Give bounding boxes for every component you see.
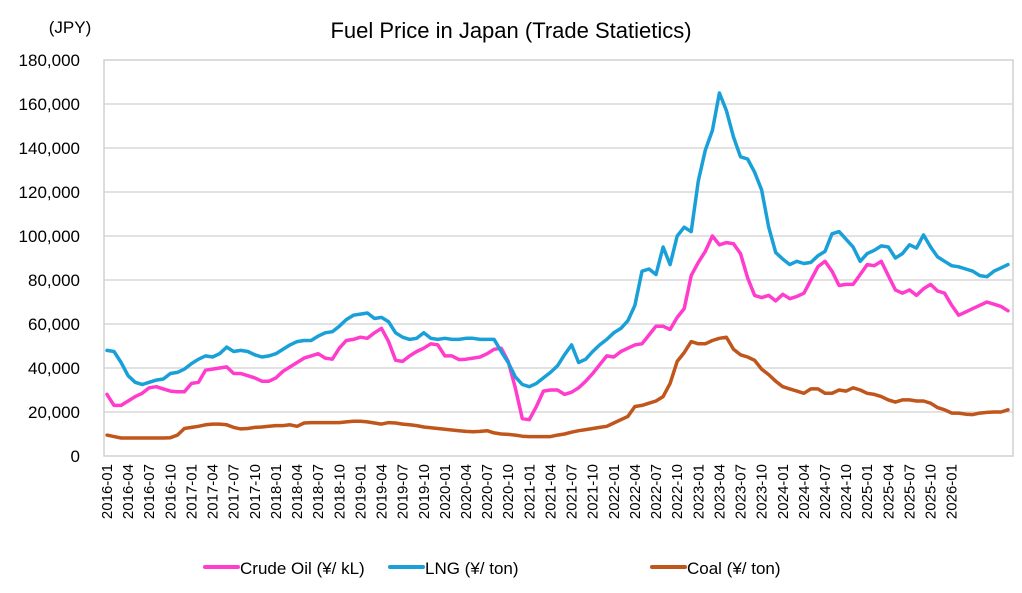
legend-label: Crude Oil (¥/ kL) <box>240 559 365 578</box>
x-tick-label: 2020-01 <box>437 464 454 519</box>
x-tick-label: 2025-10 <box>923 464 940 519</box>
y-axis-unit-label: (JPY) <box>49 18 92 37</box>
x-tick-label: 2019-04 <box>374 464 391 519</box>
gridlines <box>104 103 1013 413</box>
x-tick-label: 2025-07 <box>901 464 918 519</box>
y-tick-label: 40,000 <box>28 359 80 378</box>
x-tick-label: 2021-01 <box>521 464 538 519</box>
x-tick-label: 2026-01 <box>944 464 961 519</box>
y-tick-label: 120,000 <box>19 183 80 202</box>
x-tick-label: 2022-07 <box>648 464 665 519</box>
x-tick-label: 2020-04 <box>458 464 475 519</box>
legend: Crude Oil (¥/ kL) LNG (¥/ ton) Coal (¥/ to… <box>203 559 781 578</box>
x-tick-label: 2019-01 <box>352 464 369 519</box>
legend-label: LNG (¥/ ton) <box>425 559 519 578</box>
plot-area-frame <box>103 59 1014 457</box>
x-tick-label: 2022-10 <box>669 464 686 519</box>
x-tick-label: 2020-10 <box>500 464 517 519</box>
x-tick-label: 2023-01 <box>690 464 707 519</box>
x-tick-label: 2017-07 <box>226 464 243 519</box>
x-tick-label: 2023-10 <box>754 464 771 519</box>
x-tick-label: 2018-10 <box>331 464 348 519</box>
chart-title: Fuel Price in Japan (Trade Statietics) <box>330 18 691 43</box>
x-tick-label: 2022-04 <box>627 464 644 519</box>
x-tick-label: 2021-07 <box>564 464 581 519</box>
y-tick-label: 160,000 <box>19 95 80 114</box>
y-tick-label: 20,000 <box>28 403 80 422</box>
y-axis-ticks: 0 20,000 40,000 60,000 80,000 100,000 120,000 1… <box>19 51 80 466</box>
x-tick-label: 2019-07 <box>395 464 412 519</box>
y-tick-label: 140,000 <box>19 139 80 158</box>
x-tick-label: 2016-01 <box>99 464 116 519</box>
x-tick-label: 2017-10 <box>247 464 264 519</box>
x-tick-label: 2020-07 <box>479 464 496 519</box>
y-tick-label: 80,000 <box>28 271 80 290</box>
x-tick-label: 2024-01 <box>775 464 792 519</box>
x-tick-label: 2018-01 <box>268 464 285 519</box>
series-line-lng <box>105 91 1010 389</box>
x-tick-label: 2018-07 <box>310 464 327 519</box>
x-tick-label: 2017-01 <box>183 464 200 519</box>
x-tick-label: 2024-10 <box>838 464 855 519</box>
x-axis-ticks: 2016-01 2016-04 2016-07 2016-10 2017-01 2017-… <box>99 464 961 519</box>
y-tick-label: 180,000 <box>19 51 80 70</box>
x-tick-label: 2017-04 <box>205 464 222 519</box>
x-tick-label: 2016-10 <box>162 464 179 519</box>
x-tick-label: 2022-01 <box>606 464 623 519</box>
series-line-coal <box>105 335 1010 440</box>
y-tick-label: 0 <box>71 447 80 466</box>
x-tick-label: 2023-07 <box>733 464 750 519</box>
y-tick-label: 100,000 <box>19 227 80 246</box>
x-tick-label: 2025-01 <box>859 464 876 519</box>
x-tick-label: 2021-10 <box>585 464 602 519</box>
x-tick-label: 2024-07 <box>817 464 834 519</box>
x-tick-label: 2016-04 <box>120 464 137 519</box>
legend-item: Crude Oil (¥/ kL) <box>203 559 365 578</box>
y-tick-label: 60,000 <box>28 315 80 334</box>
x-tick-label: 2023-04 <box>711 464 728 519</box>
series-line-crude-oil <box>105 234 1010 422</box>
series-lines <box>105 91 1010 440</box>
x-tick-label: 2019-10 <box>416 464 433 519</box>
x-tick-label: 2016-07 <box>141 464 158 519</box>
legend-label: Coal (¥/ ton) <box>687 559 781 578</box>
x-tick-label: 2025-04 <box>880 464 897 519</box>
legend-item: LNG (¥/ ton) <box>388 559 519 578</box>
x-tick-label: 2018-04 <box>289 464 306 519</box>
x-tick-label: 2024-04 <box>796 464 813 519</box>
legend-item: Coal (¥/ ton) <box>650 559 781 578</box>
x-tick-label: 2021-04 <box>542 464 559 519</box>
